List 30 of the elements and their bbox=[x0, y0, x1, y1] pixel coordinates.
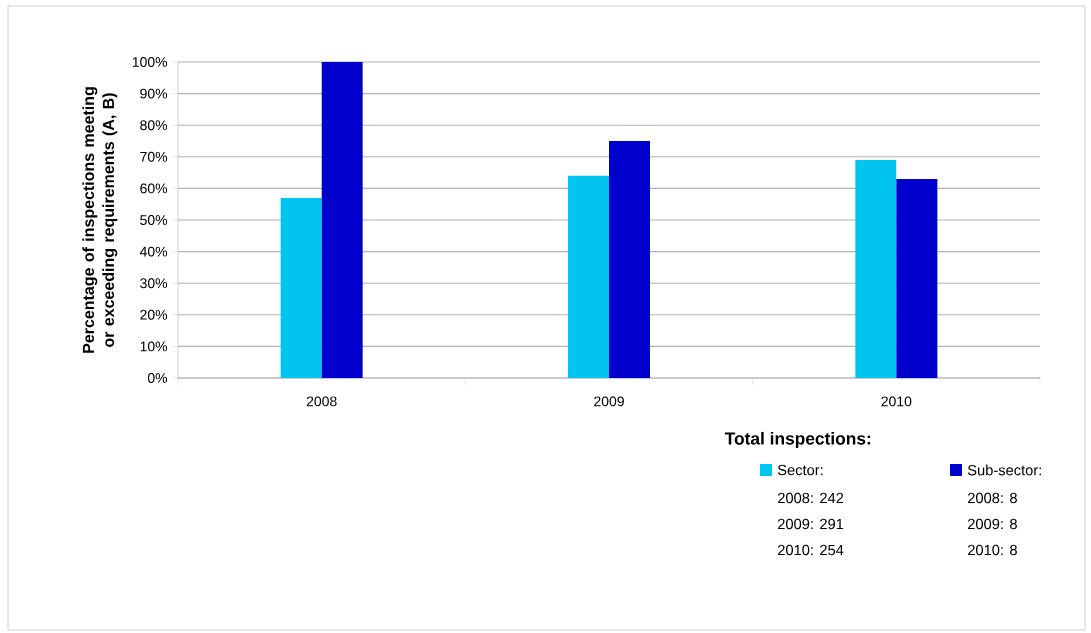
bar bbox=[568, 175, 610, 378]
y-tick-label: 10% bbox=[140, 341, 168, 352]
text: 2008: 242 bbox=[778, 492, 844, 504]
legend-label: Sub-sector: bbox=[967, 464, 1041, 476]
text: 2008: 8 bbox=[968, 492, 1017, 504]
bar bbox=[280, 197, 322, 378]
x-tick-label: 2008 bbox=[306, 396, 337, 407]
x-tick-label: 2009 bbox=[594, 396, 624, 407]
y-tick-label: 0% bbox=[147, 373, 168, 383]
bar bbox=[896, 178, 938, 378]
text: 2010: 8 bbox=[968, 544, 1017, 556]
y-tick-label: 30% bbox=[140, 278, 168, 289]
legend-title: Total inspections: bbox=[724, 431, 871, 449]
x-tick-label: 2010 bbox=[881, 396, 912, 407]
bar bbox=[609, 141, 651, 378]
y-tick-label: 50% bbox=[140, 215, 168, 225]
text: 2009: 291 bbox=[778, 518, 844, 530]
y-tick-label: 70% bbox=[140, 151, 168, 162]
y-tick-label: 20% bbox=[140, 309, 168, 320]
y-tick-label: 80% bbox=[140, 120, 168, 131]
y-tick-label: 60% bbox=[140, 183, 168, 194]
y-tick-label: 90% bbox=[140, 88, 168, 99]
y-tick-label: 100% bbox=[132, 57, 168, 67]
y-axis-title: Percentage of inspections meeting or exceeding requirements (A, B) bbox=[82, 87, 118, 353]
text: 2009: 8 bbox=[968, 518, 1017, 530]
bar bbox=[321, 62, 363, 378]
y-tick-label: 40% bbox=[139, 246, 168, 257]
bar bbox=[855, 159, 897, 378]
text: 2010: 254 bbox=[778, 544, 844, 556]
legend-label: Sector: bbox=[777, 464, 823, 476]
